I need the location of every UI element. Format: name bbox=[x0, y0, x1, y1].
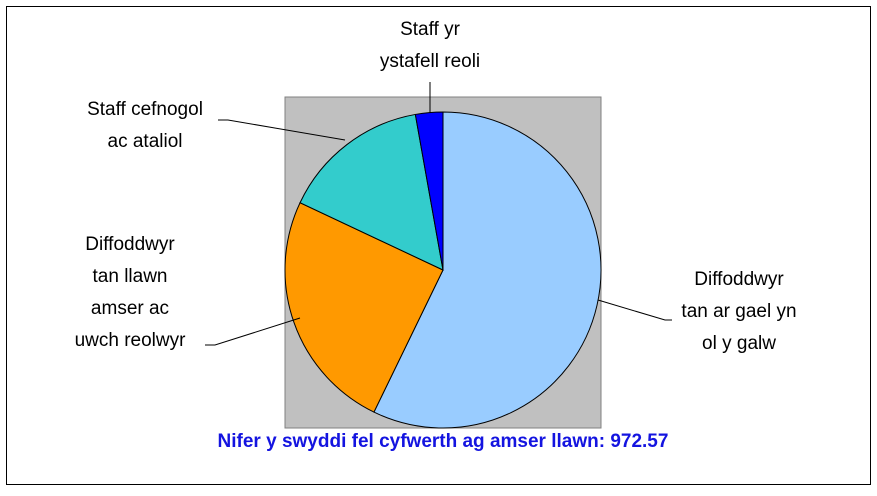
pie-slice bbox=[414, 111, 444, 271]
slice-label: tan llawn bbox=[93, 266, 168, 287]
slice-label: ac ataliol bbox=[108, 131, 183, 152]
slice-label: Diffoddwyr bbox=[85, 234, 175, 255]
pie-slice bbox=[299, 113, 444, 271]
pie-slice bbox=[373, 111, 602, 429]
leader-line bbox=[205, 317, 301, 346]
slice-label: tan ar gael yn bbox=[681, 301, 796, 322]
pie-slice bbox=[284, 202, 444, 413]
chart-title: Nifer y swyddi fel cyfwerth ag amser lla… bbox=[218, 431, 669, 452]
leader-line bbox=[218, 119, 346, 141]
leader-line bbox=[597, 299, 672, 321]
slice-label: Diffoddwyr bbox=[694, 269, 784, 290]
slice-label: ol y galw bbox=[702, 333, 776, 354]
slice-label: amser ac bbox=[91, 298, 169, 319]
slice-label: Staff cefnogol bbox=[87, 99, 203, 120]
slice-label: Staff yr bbox=[400, 19, 461, 40]
slice-label: uwch reolwyr bbox=[75, 330, 187, 351]
slice-label: ystafell reoli bbox=[380, 51, 480, 72]
